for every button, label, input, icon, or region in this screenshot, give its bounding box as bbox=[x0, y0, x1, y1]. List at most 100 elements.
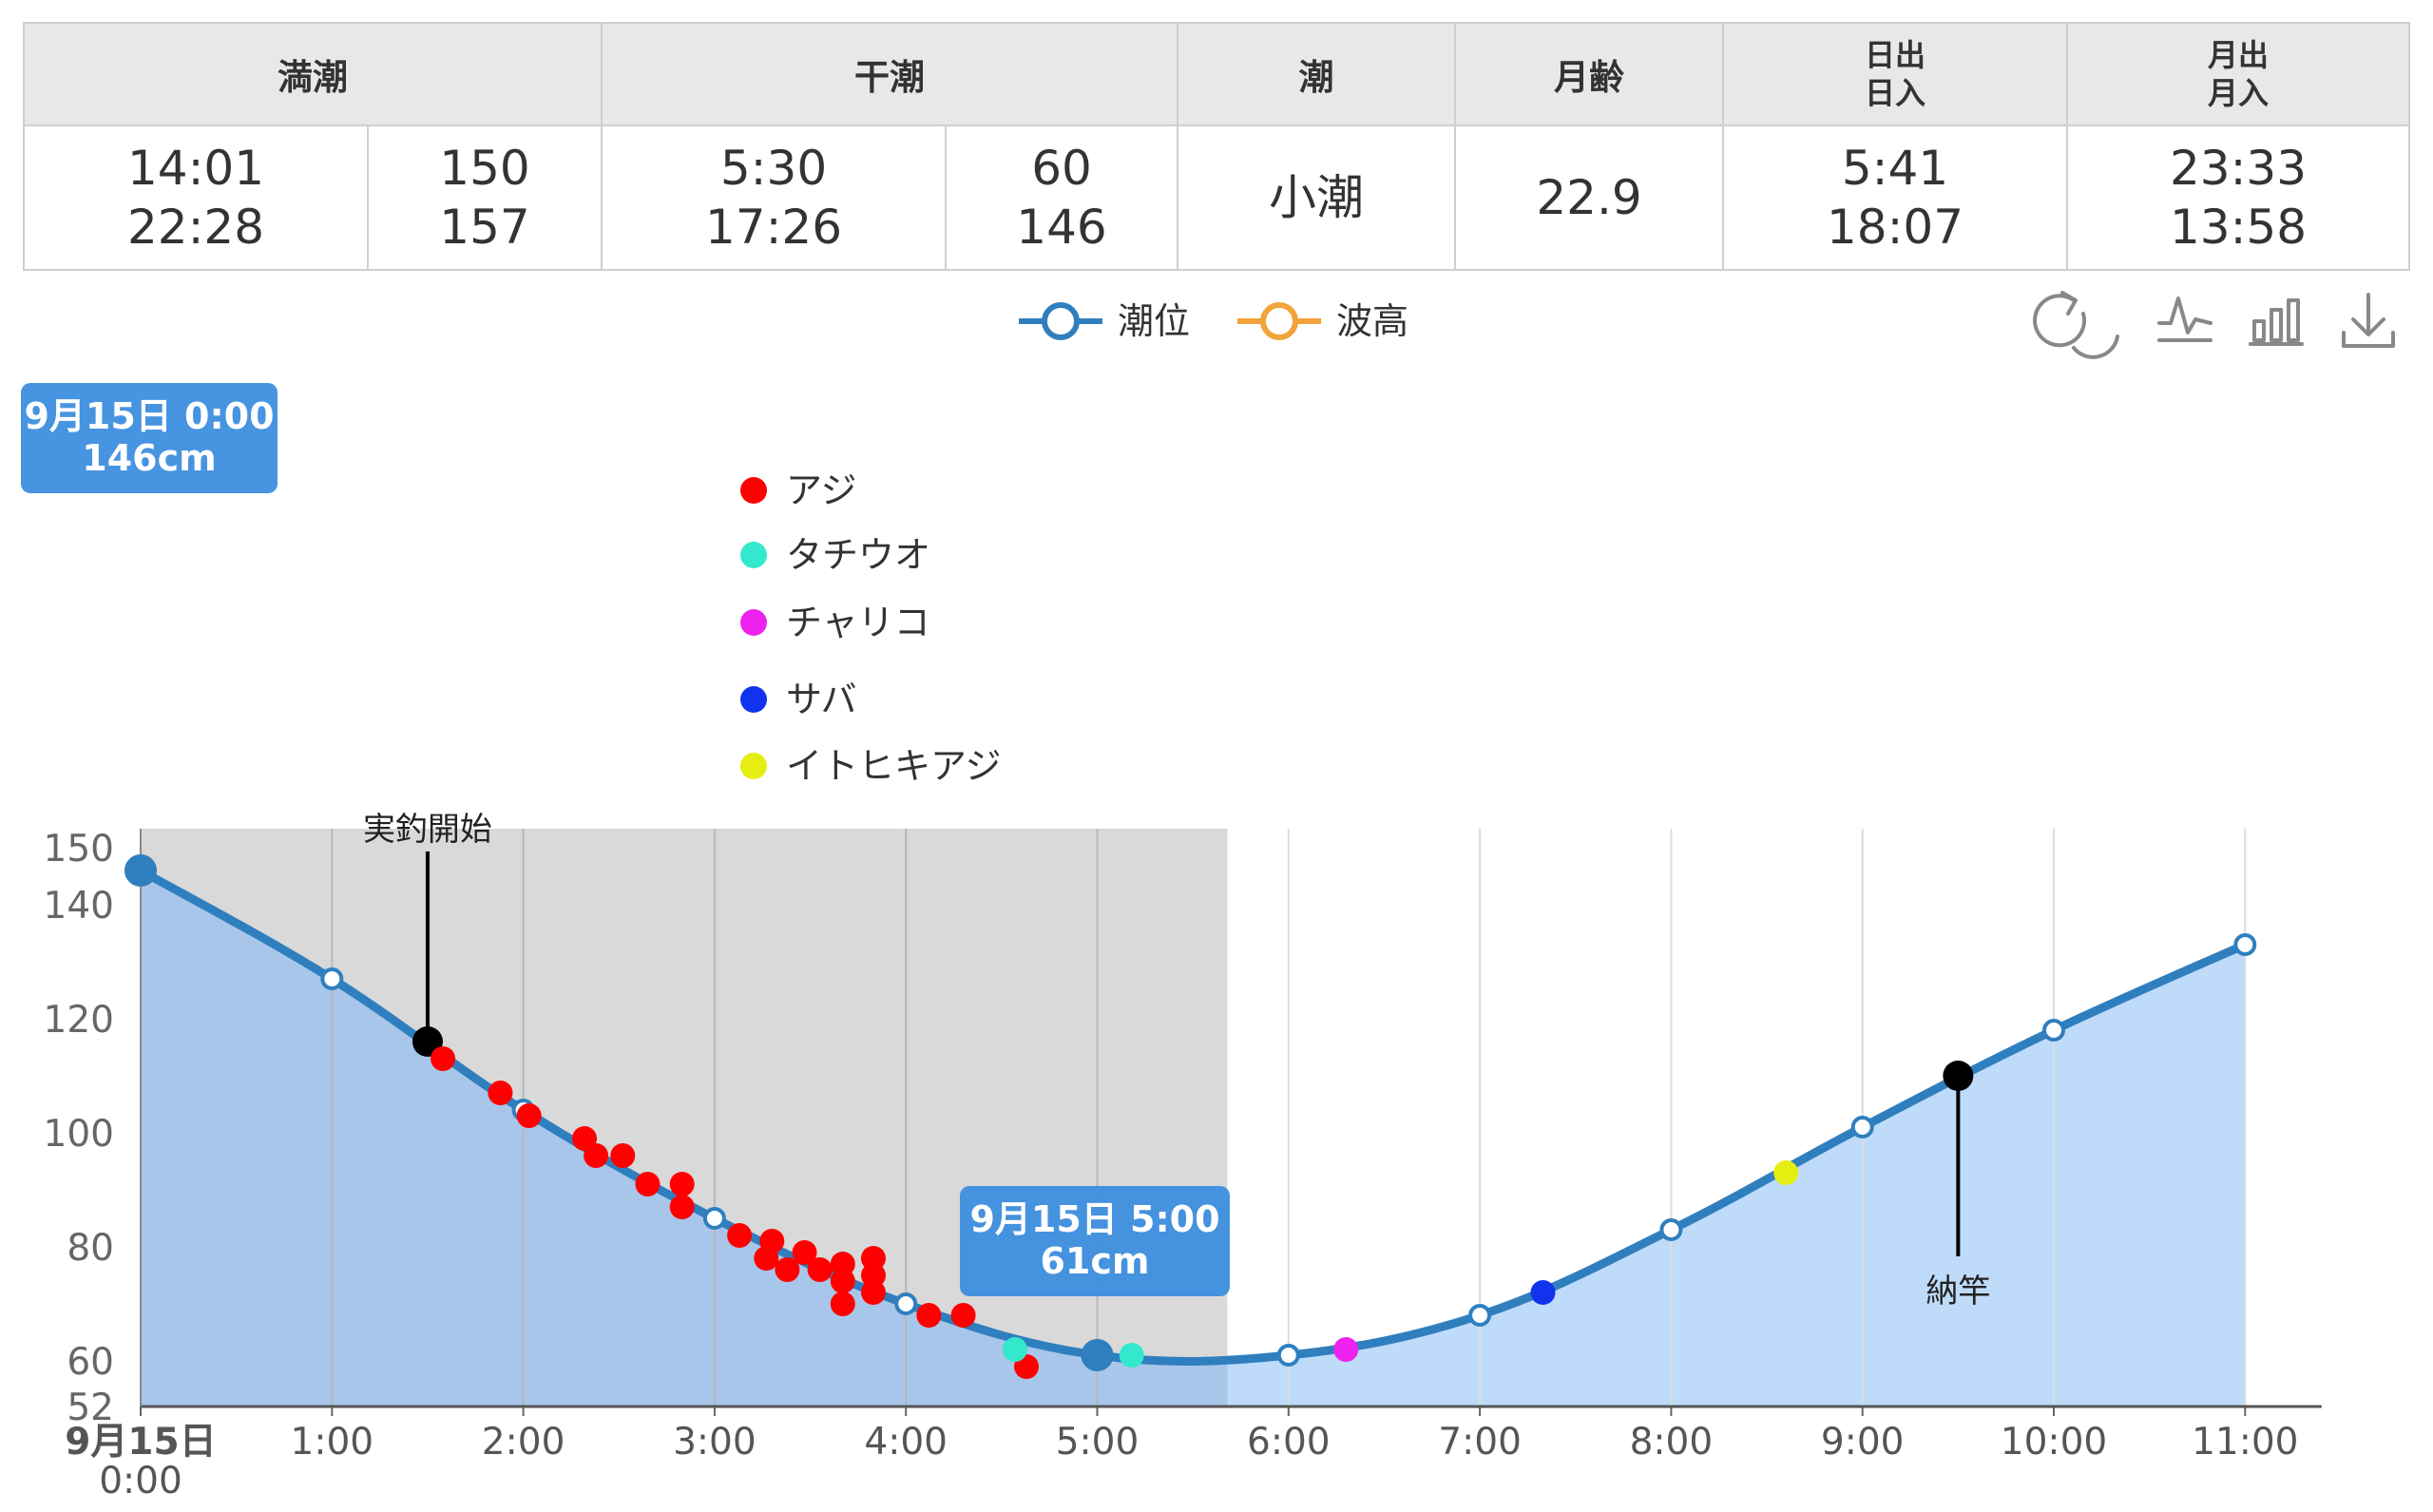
low-tide-time-2: 17:26 bbox=[704, 200, 843, 255]
tooltip-line1: 9月15日 0:00 bbox=[24, 395, 274, 437]
catch-point-chariko bbox=[1333, 1337, 1359, 1362]
bar-chart-icon[interactable] bbox=[2249, 298, 2304, 346]
chart-legend: 潮位 波高 bbox=[1019, 300, 1408, 342]
header-sunrise: 日出 bbox=[1864, 37, 1925, 73]
line-chart-icon[interactable] bbox=[2157, 297, 2213, 342]
x-tick-label: 3:00 bbox=[673, 1421, 757, 1464]
legend-item-tide[interactable]: 潮位 bbox=[1019, 300, 1190, 342]
catch-point-aji bbox=[830, 1252, 855, 1276]
fish-legend-item: サバ bbox=[740, 679, 856, 720]
tide-line-layer bbox=[125, 854, 2257, 1371]
table-row: 14:01 22:28 150 157 5:30 17:26 60 146 小潮… bbox=[23, 124, 2410, 271]
tide-point[interactable] bbox=[1276, 1344, 1300, 1367]
low-tide-times-cell: 5:30 17:26 bbox=[601, 124, 947, 271]
y-tick-label: 150 bbox=[44, 828, 114, 871]
x-tick-label: 9月15日 bbox=[65, 1421, 216, 1464]
high-tide-level-2: 157 bbox=[439, 200, 530, 255]
catch-point-aji bbox=[669, 1172, 695, 1196]
legend-item-wave[interactable]: 波高 bbox=[1237, 300, 1408, 342]
tide-point[interactable] bbox=[320, 967, 344, 990]
fish-legend-label: サバ bbox=[786, 679, 856, 720]
high-tide-time-2: 22:28 bbox=[126, 200, 265, 255]
moonrise-time: 23:33 bbox=[2169, 141, 2308, 196]
low-tide-levels-cell: 60 146 bbox=[945, 124, 1178, 271]
fish-legend-dot bbox=[740, 477, 767, 504]
fish-legend-label: アジ bbox=[786, 469, 856, 511]
catch-point-tachiuo bbox=[1002, 1337, 1027, 1362]
tide-type-cell: 小潮 bbox=[1177, 124, 1456, 271]
sunset-time: 18:07 bbox=[1826, 200, 1964, 255]
catch-point-tachiuo bbox=[1119, 1343, 1144, 1368]
header-moon: 月出 月入 bbox=[2066, 22, 2410, 126]
tide-point[interactable] bbox=[702, 1207, 726, 1230]
x-tick-sublabel: 0:00 bbox=[99, 1460, 182, 1502]
axis-layer: 9月15日 1:00 2:00 3:00 4:00 5:00 6:00 7:00 8:00 9:0… bbox=[44, 828, 2322, 1502]
download-icon[interactable] bbox=[2342, 293, 2395, 348]
fish-legend-item: イトヒキアジ bbox=[740, 745, 1001, 787]
catch-point-aji bbox=[431, 1046, 456, 1071]
tide-point[interactable] bbox=[1081, 1339, 1114, 1371]
tide-point[interactable] bbox=[1850, 1116, 1874, 1139]
tide-chart: 潮位 波高 9月15日 1: bbox=[21, 291, 2395, 1502]
fish-legend-item: タチウオ bbox=[740, 534, 930, 576]
catch-point-aji bbox=[488, 1081, 513, 1105]
catch-point-aji bbox=[860, 1246, 886, 1271]
low-tide-level-1: 60 bbox=[1031, 141, 1092, 196]
fish-legend-label: チャリコ bbox=[786, 602, 930, 643]
low-tide-level-2: 146 bbox=[1016, 200, 1107, 255]
catch-point-aji bbox=[635, 1172, 661, 1196]
catch-point-aji bbox=[950, 1303, 976, 1328]
y-tick-label: 80 bbox=[67, 1227, 114, 1270]
tide-table: 満潮 干潮 潮 月齢 日出 日入 月出 月入 14:01 22:28 150 1… bbox=[23, 22, 2410, 271]
catch-point-aji bbox=[610, 1143, 636, 1168]
tide-area-past bbox=[141, 871, 1228, 1407]
fish-legend-dot bbox=[740, 609, 767, 636]
table-header-row: 満潮 干潮 潮 月齢 日出 日入 月出 月入 bbox=[23, 22, 2410, 126]
catch-point-aji bbox=[916, 1303, 942, 1328]
catch-point-aji bbox=[516, 1103, 542, 1128]
tide-point[interactable] bbox=[1468, 1304, 1492, 1327]
y-tick-label: 100 bbox=[44, 1113, 114, 1156]
annotation-dot bbox=[1943, 1061, 1974, 1091]
fish-legend-dot bbox=[740, 542, 767, 568]
catch-point-aji bbox=[807, 1257, 833, 1282]
tide-area-layer bbox=[141, 871, 2246, 1407]
x-tick-label: 9:00 bbox=[1821, 1421, 1905, 1464]
x-tick-label: 11:00 bbox=[2192, 1421, 2298, 1464]
x-tick-label: 4:00 bbox=[864, 1421, 948, 1464]
toolbox bbox=[2033, 291, 2395, 359]
tide-point[interactable] bbox=[2233, 933, 2257, 956]
annotation-marker: 実釣開始 bbox=[363, 811, 492, 1057]
tooltip-line1: 9月15日 5:00 bbox=[969, 1198, 1219, 1240]
x-tick-label: 5:00 bbox=[1056, 1421, 1140, 1464]
high-tide-times-cell: 14:01 22:28 bbox=[23, 124, 369, 271]
tide-point[interactable] bbox=[1659, 1218, 1683, 1241]
catch-point-aji bbox=[830, 1269, 855, 1293]
fish-legend-label: イトヒキアジ bbox=[786, 745, 1001, 787]
sunrise-time: 5:41 bbox=[1841, 141, 1949, 196]
fish-legend-label: タチウオ bbox=[786, 534, 930, 576]
high-tide-time-1: 14:01 bbox=[126, 141, 265, 196]
tide-point[interactable] bbox=[2042, 1019, 2065, 1042]
catch-point-aji bbox=[775, 1257, 800, 1282]
catch-point-aji bbox=[830, 1292, 855, 1316]
x-tick-label: 1:00 bbox=[291, 1421, 374, 1464]
low-tide-time-1: 5:30 bbox=[719, 141, 828, 196]
fish-legend-dot bbox=[740, 686, 767, 713]
tide-line bbox=[138, 867, 2248, 1367]
tooltip-line2: 61cm bbox=[1040, 1240, 1149, 1282]
catch-point-aji bbox=[669, 1195, 695, 1219]
y-tick-label: 140 bbox=[44, 885, 114, 928]
header-tide-type: 潮 bbox=[1177, 22, 1456, 126]
legend-wave-label: 波高 bbox=[1336, 300, 1408, 342]
catch-point-saba bbox=[1530, 1280, 1556, 1305]
tide-point[interactable] bbox=[894, 1292, 918, 1315]
restore-icon[interactable] bbox=[2033, 291, 2119, 359]
x-tick-label: 8:00 bbox=[1630, 1421, 1714, 1464]
legend-tide-icon bbox=[1042, 302, 1080, 340]
tide-point[interactable] bbox=[125, 854, 157, 887]
catch-points-layer bbox=[431, 1046, 1799, 1379]
